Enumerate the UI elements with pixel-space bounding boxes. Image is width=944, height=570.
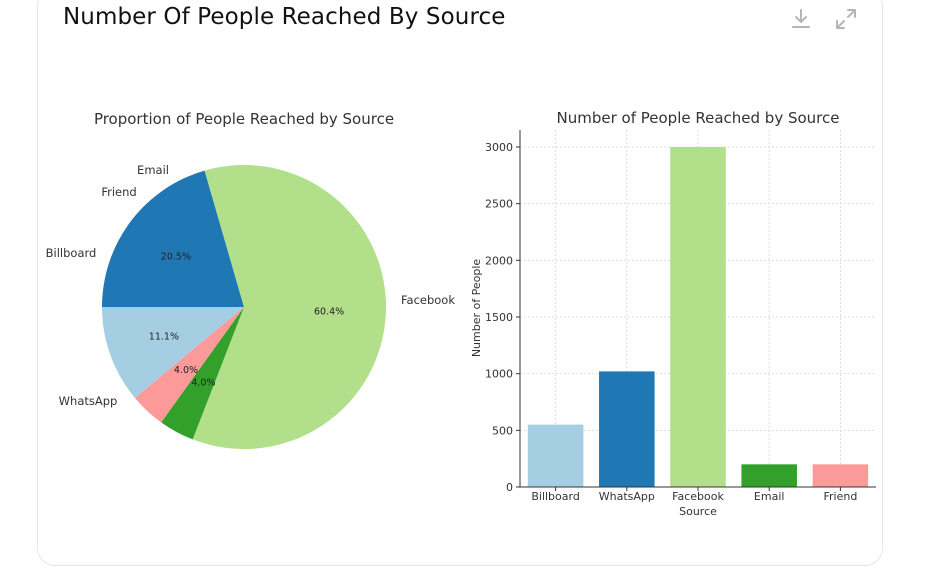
bar-whatsapp	[599, 371, 655, 487]
expand-icon	[836, 9, 856, 29]
y-axis-label: Number of People	[470, 259, 483, 358]
pie-slice-whatsapp	[102, 170, 244, 307]
bar-email	[741, 464, 797, 487]
pie-category-label: Email	[137, 163, 169, 177]
x-tick-label: WhatsApp	[599, 490, 655, 503]
y-tick-label: 2500	[485, 198, 513, 211]
y-tick-label: 1000	[485, 368, 513, 381]
x-tick-label: Email	[754, 490, 785, 503]
expand-button[interactable]	[833, 6, 859, 32]
pie-percent-label: 4.0%	[191, 377, 215, 388]
pie-category-label: WhatsApp	[59, 394, 118, 408]
pie-slice-friend	[134, 307, 244, 423]
x-tick-label: Friend	[823, 490, 857, 503]
pie-percent-label: 20.5%	[161, 251, 191, 262]
pie-category-label: Facebook	[401, 293, 455, 307]
y-tick-label: 0	[506, 481, 513, 494]
bar-friend	[812, 464, 869, 487]
pie-title: Proportion of People Reached by Source	[94, 110, 394, 128]
pie-category-label: Friend	[101, 185, 136, 199]
pie-slice-billboard	[102, 307, 244, 398]
y-tick-label: 3000	[485, 141, 513, 154]
pie-percent-label: 4.0%	[174, 365, 198, 376]
pie-percent-label: 60.4%	[314, 306, 344, 317]
download-icon	[792, 9, 810, 28]
x-axis-label: Source	[679, 505, 717, 518]
x-tick-label: Billboard	[531, 490, 579, 503]
y-tick-label: 500	[492, 424, 513, 437]
pie-slice-email	[161, 307, 244, 440]
download-button[interactable]	[788, 6, 814, 32]
y-tick-label: 1500	[485, 311, 513, 324]
pie-percent-label: 11.1%	[149, 332, 179, 343]
pie-slice-facebook	[192, 165, 387, 449]
pie-category-label: Billboard	[46, 246, 97, 260]
card-title: Number Of People Reached By Source	[63, 4, 506, 30]
x-tick-label: Facebook	[672, 490, 724, 503]
bar-facebook	[670, 147, 726, 487]
bar-title: Number of People Reached by Source	[557, 109, 840, 127]
bar-billboard	[527, 424, 584, 487]
y-tick-label: 2000	[485, 254, 513, 267]
